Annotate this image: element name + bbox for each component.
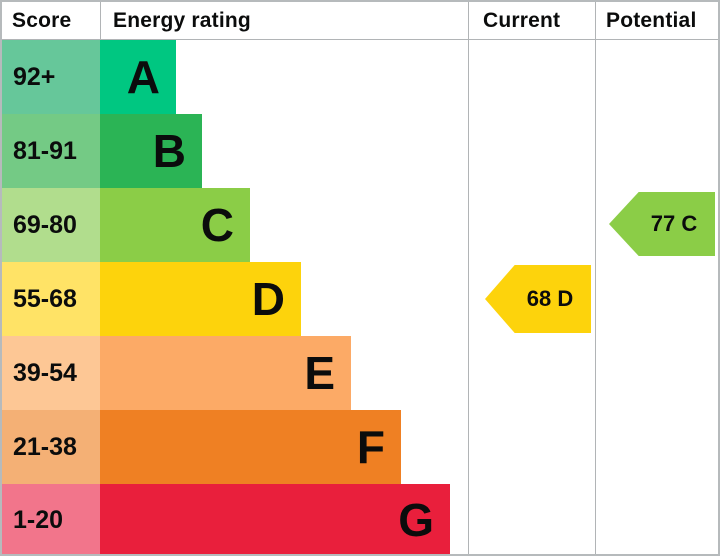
potential-column-divider [595,2,596,554]
rating-bar-b: B [100,114,202,188]
rating-row-f: 21-38 F [2,410,468,484]
chart-header: Score Energy rating Current Potential [2,2,718,40]
rating-row-b: 81-91 B [2,114,468,188]
energy-rating-column-header: Energy rating [113,8,251,32]
rating-bar-f: F [100,410,401,484]
current-column-header: Current [483,8,561,32]
current-column-divider [468,2,469,554]
score-cell-f: 21-38 [2,410,100,484]
rating-bar-d: D [100,262,301,336]
score-cell-e: 39-54 [2,336,100,410]
current-rating-arrow: 68 D [485,265,591,333]
potential-column-header: Potential [606,8,697,32]
potential-rating-arrow: 77 C [609,192,715,256]
score-cell-c: 69-80 [2,188,100,262]
rating-row-a: 92+ A [2,40,468,114]
rating-bar-c: C [100,188,250,262]
rating-row-d: 55-68 D [2,262,468,336]
rating-row-g: 1-20 G [2,484,468,554]
score-cell-b: 81-91 [2,114,100,188]
score-column-header: Score [12,8,72,32]
rating-row-c: 69-80 C [2,188,468,262]
score-cell-d: 55-68 [2,262,100,336]
rating-row-e: 39-54 E [2,336,468,410]
score-cell-a: 92+ [2,40,100,114]
score-header-divider [100,2,101,39]
score-cell-g: 1-20 [2,484,100,554]
rating-bar-e: E [100,336,351,410]
rating-bar-g: G [100,484,450,554]
rating-bar-a: A [100,40,176,114]
